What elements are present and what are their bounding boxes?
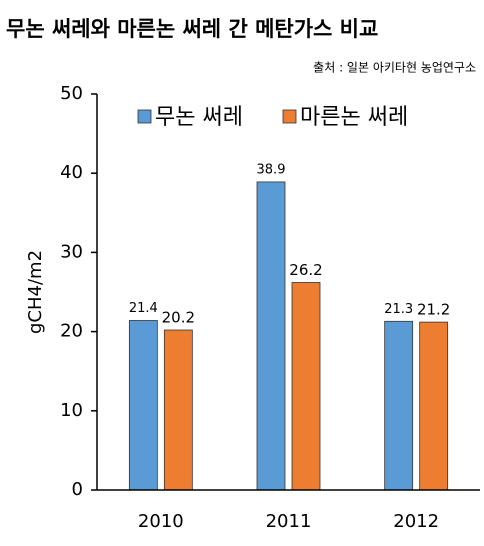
y-axis-label: gCH4/m2 xyxy=(25,250,46,334)
x-tick-label: 2010 xyxy=(138,511,184,532)
value-label: 20.2 xyxy=(162,309,195,327)
y-tick-label: 40 xyxy=(60,162,83,183)
bar xyxy=(419,321,449,491)
y-tick-label: 0 xyxy=(72,479,83,500)
legend-label: 마른논 써레 xyxy=(300,105,408,130)
x-tick-label: 2012 xyxy=(393,511,439,532)
value-label: 21.2 xyxy=(417,301,450,319)
x-tick-label: 2011 xyxy=(266,511,312,532)
bar xyxy=(128,320,158,491)
y-tick-label: 30 xyxy=(60,241,83,262)
bar xyxy=(256,181,286,491)
value-label: 26.2 xyxy=(289,261,322,279)
value-label: 21.3 xyxy=(384,302,413,317)
bar xyxy=(384,320,414,491)
y-tick-label: 10 xyxy=(60,400,83,421)
legend-swatch xyxy=(137,109,152,124)
value-label: 38.9 xyxy=(257,162,286,177)
value-label: 21.4 xyxy=(129,301,158,316)
y-tick-label: 50 xyxy=(60,83,83,104)
y-tick-label: 20 xyxy=(60,321,83,342)
bar xyxy=(291,282,321,491)
bar xyxy=(163,329,193,491)
legend-label: 무논 써레 xyxy=(155,105,243,130)
chart-title: 무논 써레와 마른논 써레 간 메탄가스 비교 xyxy=(6,17,378,41)
chart-subtitle: 출처 : 일본 아키타현 농업연구소 xyxy=(313,61,476,75)
legend-swatch xyxy=(282,109,297,124)
